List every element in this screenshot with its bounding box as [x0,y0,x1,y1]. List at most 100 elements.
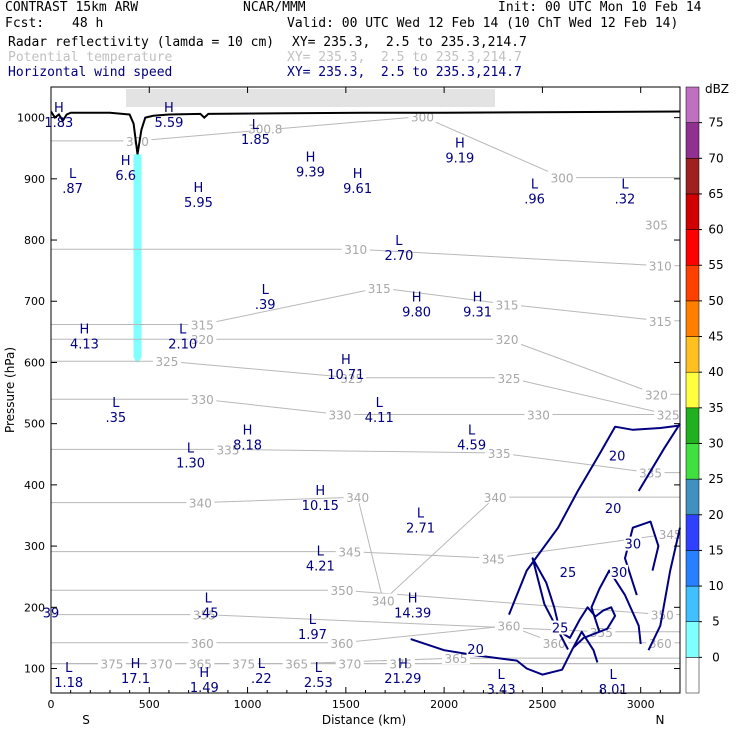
colorbar-label: 50 [708,294,723,308]
colorbar-swatch [685,264,700,302]
theta-label: 320 [191,333,214,347]
theta-label: 345 [482,552,505,566]
theta-label: 310 [649,260,672,274]
extremum-value: 10.71 [327,368,364,383]
colorbar-swatch [685,550,700,587]
extremum-low-marker: L [417,507,425,522]
extremum-high-marker: H [408,592,418,607]
extremum-value: 4.13 [70,337,99,352]
theta-label: 355 [590,626,613,640]
wind-label-bg [623,536,642,551]
extremum-value: 9.80 [402,306,431,321]
extremum-value: 9.31 [463,306,492,321]
extremum-high-marker: H [54,101,64,116]
extremum-high-marker: H [164,101,174,116]
theta-label: 375 [100,658,123,672]
theta-label: 335 [488,447,511,461]
colorbar-swatch [685,407,700,444]
theta-label: 330 [328,408,351,422]
colorbar-swatch [685,657,700,694]
theta-label: 350 [330,584,353,598]
center-label: NCAR/MMM [243,0,306,15]
terrain-line [50,110,681,155]
extremum-value: .35 [106,411,127,426]
extremum-low-marker: L [468,423,476,438]
wind-label-bg [551,620,570,635]
theta-label: 300 [411,110,434,124]
extremum-value: .96 [524,192,545,207]
theta-label: 345 [659,528,682,542]
theta-label-bg [337,370,366,384]
y-tick-label: 600 [24,356,45,369]
colorbar-label: 0 [712,650,720,664]
theta-label: 335 [639,467,662,481]
extremum-low-marker: L [309,613,317,628]
extremum-low-marker: L [498,668,506,683]
theta-label: 325 [156,355,179,369]
extremum-value: 6.6 [115,169,136,184]
field-xy-wind: XY= 235.3, 2.5 to 235.3,214.7 [287,65,522,80]
axes: 0 500 1000 1500 2000 2500 3000 100 200 300 400 500 6… [17,86,681,711]
extremum-value: .32 [615,192,636,207]
theta-label-bg [481,490,510,504]
extremum-high-marker: H [455,136,465,151]
extremum-value: .87 [62,182,83,197]
theta-label: 325 [340,372,363,386]
extremum-value: 9.61 [343,182,372,197]
terrain-layer [50,110,681,155]
theta-contours: 375 370 365 375 365 370 375 365 360 360 360 360 360 3… [51,109,685,672]
x-tick-label: 3000 [627,698,655,711]
colorbar-swatch [685,300,700,337]
theta-label-bg [327,583,356,597]
theta-label-bg [654,407,683,421]
x-end-right: N [656,713,665,727]
fcst-label: Fcst: [5,16,45,31]
extremum-value: 1.97 [298,628,327,643]
y-tick-label: 400 [24,479,45,492]
theta-label-bg [485,446,514,460]
extremum-value: 1.83 [44,116,73,131]
theta-line-355 [51,614,680,633]
wind-label-bg [608,448,627,463]
theta-label-bg [646,258,675,272]
extremum-high-marker: H [353,167,363,182]
theta-label-bg [386,656,415,670]
theta-label-bg [548,170,577,184]
theta-label: 375 [389,658,412,672]
field-xy-reflectivity: XY= 235.3, 2.5 to 235.3,214.7 [292,35,527,50]
y-tick-label: 700 [24,295,45,308]
x-end-left: S [82,713,90,727]
theta-label-bg [540,635,569,649]
wind-label-bg [558,564,577,579]
init-time: Init: 00 UTC Mon 10 Feb 14 [498,0,702,15]
colorbar-label: 75 [708,116,723,130]
wind-contour-20 [508,424,681,615]
colorbar-label: 60 [708,223,723,237]
theta-label: 320 [645,388,668,402]
extremum-low-marker: L [610,668,618,683]
theta-label: 315 [496,298,519,312]
theta-label: 330 [527,408,550,422]
theta-label: 320 [496,333,519,347]
y-tick-label: 900 [24,173,45,186]
extremum-value: 14.39 [394,607,431,622]
x-tick-label: 0 [48,698,55,711]
theta-label-bg [441,651,470,665]
theta-label: 345 [338,546,361,560]
x-axis-label: Distance (km) [322,713,406,727]
theta-label: 300 [126,135,149,149]
extremum-high-marker: H [398,657,408,672]
extremum-low-marker: L [262,283,270,298]
theta-label: 360 [191,637,214,651]
theta-label-bg [642,387,671,401]
wind-contour-20 [647,527,681,651]
extremum-value: .39 [255,298,276,313]
extremum-value: 2.71 [406,522,435,537]
theta-label: 330 [191,393,214,407]
extremum-low-marker: L [65,661,73,676]
extremum-low-marker: L [258,657,266,672]
theta-label-bg [213,442,242,456]
theta-label: 300.8 [248,123,282,137]
x-tick-label: 1000 [234,698,262,711]
upper-shading [126,89,495,107]
